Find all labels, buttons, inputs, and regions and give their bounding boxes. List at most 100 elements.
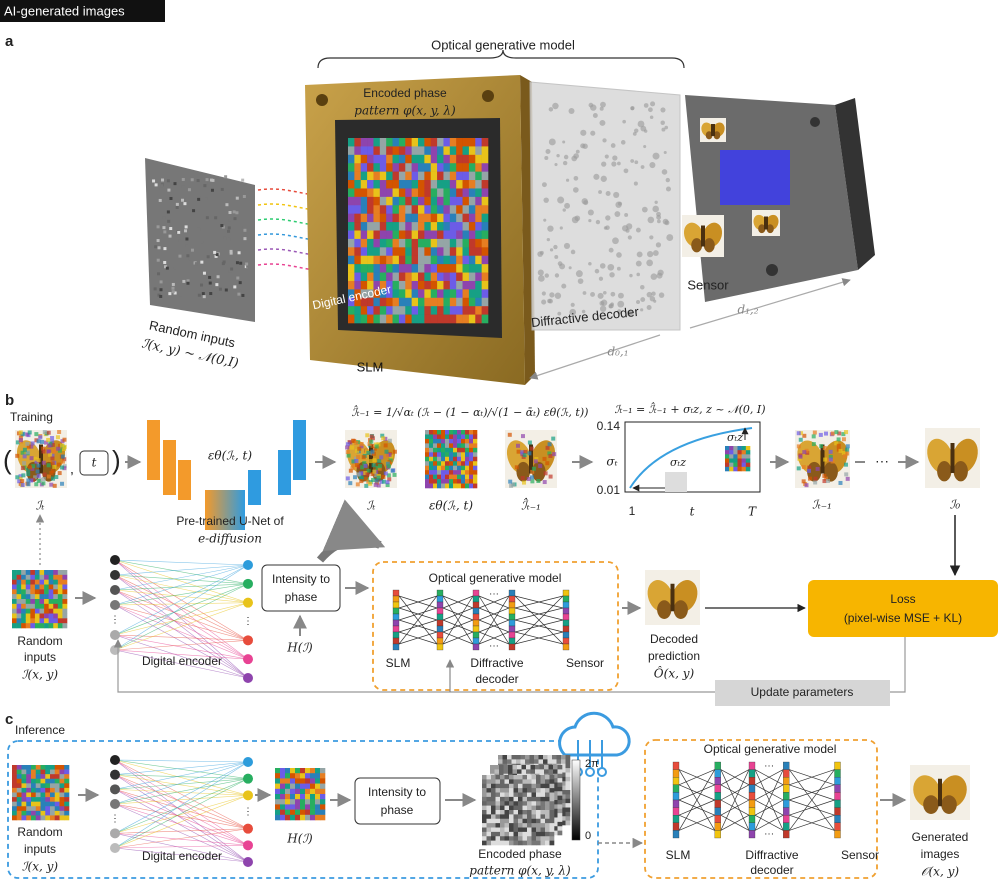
pixel (468, 154, 476, 164)
pixel (462, 180, 470, 189)
pixel (16, 783, 22, 789)
pixel (441, 447, 446, 453)
pixel (305, 778, 311, 784)
pixel (797, 456, 802, 461)
speck (600, 175, 607, 182)
pixel (16, 584, 22, 590)
layer-pixel (472, 625, 480, 633)
pixel (373, 247, 381, 257)
pixel (475, 230, 482, 240)
pixel (482, 827, 487, 833)
pixel (456, 247, 463, 257)
pixel (372, 469, 377, 474)
pixel (16, 594, 22, 600)
pixel (367, 138, 374, 147)
pixel (21, 797, 27, 802)
layer-pixel (436, 613, 444, 621)
pixel (511, 759, 517, 765)
pixel (59, 806, 65, 812)
speck (554, 292, 562, 299)
pixel (441, 479, 446, 484)
pixel (320, 804, 326, 810)
speck (548, 298, 553, 304)
pixel (548, 474, 553, 479)
speck (572, 187, 579, 193)
pixel (449, 461, 454, 466)
pixel (745, 462, 751, 468)
pixel (26, 765, 32, 770)
pixel (405, 213, 412, 223)
pixel (21, 613, 27, 619)
distance-label: d₁,₂ (737, 303, 758, 317)
pixel (405, 314, 412, 324)
pixel (443, 138, 451, 147)
speck (599, 119, 606, 126)
ray (720, 769, 750, 786)
pixel (26, 468, 31, 473)
ray (398, 595, 438, 609)
connection (114, 847, 249, 863)
pixel (430, 280, 438, 290)
pixel (360, 247, 368, 257)
pixel (16, 603, 22, 609)
pixel (54, 815, 60, 821)
speck (622, 119, 626, 124)
speck (646, 305, 652, 310)
connection (114, 778, 249, 834)
pixel (45, 774, 51, 780)
pixel (62, 594, 68, 600)
pixel (221, 262, 225, 266)
pixel (12, 778, 18, 784)
dots: ··· (764, 761, 774, 772)
pixel (202, 271, 206, 275)
pixel (40, 801, 46, 807)
pixel (500, 814, 505, 820)
pixel (64, 778, 70, 784)
cloud-node (597, 767, 607, 777)
pixel (441, 470, 446, 475)
pixel (18, 435, 23, 440)
pixel (16, 599, 22, 605)
pixel (513, 805, 519, 811)
pixel (57, 603, 63, 609)
pixel (233, 285, 237, 289)
pixel (242, 182, 246, 186)
pixel (437, 438, 442, 444)
pixel (553, 769, 558, 775)
pixel (481, 264, 489, 273)
pixel (30, 594, 36, 600)
pixel (482, 796, 487, 802)
body (711, 124, 715, 136)
pixel (456, 146, 463, 156)
image-label: ℐ₀ (950, 498, 961, 512)
output-butterfly (752, 210, 780, 236)
unet-label: e-diffusion (198, 532, 262, 546)
pixel (25, 570, 31, 576)
pixel (449, 213, 457, 223)
pixel (305, 788, 311, 795)
pixel (468, 255, 476, 265)
pixel (811, 434, 816, 439)
pixel (518, 810, 523, 815)
pixel (536, 796, 541, 802)
decoder-texture (537, 101, 674, 317)
pixel (367, 222, 374, 231)
speck (655, 242, 662, 248)
speck (630, 106, 635, 111)
pixel (300, 773, 306, 779)
pixel (285, 773, 291, 779)
pixel (386, 289, 393, 299)
pixel (500, 796, 505, 802)
pixel (473, 483, 478, 489)
pixel (229, 251, 233, 255)
inputs-label: inputs (24, 842, 56, 856)
pixel (545, 805, 550, 811)
pixel (462, 188, 470, 198)
pixel (468, 180, 476, 189)
pixel (500, 818, 505, 824)
pixel (379, 264, 387, 273)
pixel (529, 759, 535, 765)
pixel (398, 154, 406, 164)
pixel (386, 230, 393, 240)
pixel (367, 188, 374, 198)
